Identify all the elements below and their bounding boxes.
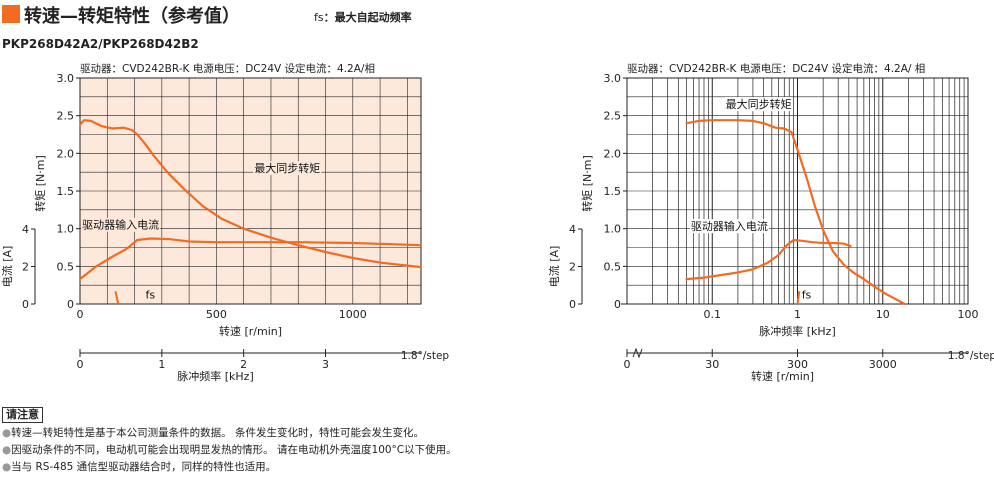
right-secondary-x-tick-label: 3000 bbox=[869, 358, 897, 371]
left-x-tick-label: 500 bbox=[206, 308, 227, 321]
note-item: ●因驱动条件的不同，电动机可能会出现明显发热的情形。 请在电动机外壳温度100°… bbox=[2, 442, 457, 459]
left-current-tick-label: 4 bbox=[22, 223, 29, 236]
left-x-tick-label: 0 bbox=[77, 308, 84, 321]
bullet-icon: ● bbox=[2, 461, 12, 473]
note-text: 因驱动条件的不同，电动机可能会出现明显发热的情形。 请在电动机外壳温度100°C… bbox=[11, 444, 457, 456]
right-x-tick-label: 100 bbox=[958, 308, 979, 321]
page-title: 转速—转矩特性（参考值） bbox=[24, 6, 240, 27]
left-y-tick-label: 0 bbox=[67, 298, 74, 311]
left-fs-label: fs bbox=[145, 289, 155, 302]
title-accent-square bbox=[2, 5, 20, 23]
right-label-background bbox=[800, 288, 813, 302]
left-y-tick-label: 0.5 bbox=[57, 260, 75, 273]
right-current-tick-label: 2 bbox=[569, 261, 576, 274]
fs-legend-note: fs：最大自起动频率 bbox=[314, 9, 412, 25]
right-x-tick-label: 10 bbox=[876, 308, 890, 321]
fs-description: ：最大自起动频率 bbox=[323, 11, 412, 24]
left-current-curve bbox=[78, 237, 423, 281]
right-label-background bbox=[689, 219, 769, 234]
left-y-tick-label: 2.0 bbox=[57, 147, 75, 160]
left-y-tick-label: 1.5 bbox=[57, 185, 75, 198]
right-current-tick-label: 0 bbox=[569, 298, 576, 311]
right-step-angle-label: 1.8°/step bbox=[948, 350, 994, 362]
fs-symbol: fs bbox=[314, 11, 324, 24]
right-x-axis-label: 脉冲频率 [kHz] bbox=[759, 324, 836, 338]
notes-section: 请注意 ●转速—转矩特性是基于本公司测量条件的数据。 条件发生变化时，特性可能会… bbox=[2, 407, 457, 476]
right-fs-marker bbox=[796, 291, 801, 305]
right-secondary-x-tick-label: 30 bbox=[705, 358, 719, 371]
left-y-tick-label: 1.0 bbox=[57, 223, 75, 236]
right-x-tick-label: 0.1 bbox=[704, 308, 722, 321]
right-current-axis-label: 电流 [A] bbox=[547, 246, 561, 288]
left-current-tick-label: 2 bbox=[22, 261, 29, 274]
left-torque-curve-label: 最大同步转矩 bbox=[254, 161, 320, 175]
right-label-background bbox=[724, 97, 793, 112]
right-axis-break-icon bbox=[632, 347, 643, 359]
left-y-tick-label: 3.0 bbox=[57, 72, 75, 85]
left-x-tick-label: 1000 bbox=[339, 308, 367, 321]
bullet-icon: ● bbox=[2, 427, 12, 439]
left-secondary-x-tick-label: 1 bbox=[158, 358, 165, 371]
note-text: 转速—转矩特性是基于本公司测量条件的数据。 条件发生变化时，特性可能会发生变化。 bbox=[11, 427, 425, 439]
right-chart-subtitle: 驱动器：CVD242BR-K 电源电压：DC24V 设定电流：4.2A/ 相 bbox=[627, 62, 925, 75]
left-secondary-x-tick-label: 0 bbox=[77, 358, 84, 371]
left-secondary-x-tick-label: 3 bbox=[322, 358, 329, 371]
right-y-tick-label: 0.5 bbox=[604, 260, 622, 273]
right-current-curve-label: 驱动器输入电流 bbox=[691, 219, 768, 233]
right-torque-curve bbox=[685, 119, 906, 306]
left-current-axis-label: 电流 [A] bbox=[0, 246, 14, 288]
right-secondary-x-tick-label: 300 bbox=[787, 358, 808, 371]
note-text: 当与 RS-485 通信型驱动器结合时，同样的特性也适用。 bbox=[11, 461, 277, 473]
left-current-curve-label: 驱动器输入电流 bbox=[82, 218, 159, 232]
right-y-tick-label: 0 bbox=[614, 298, 621, 311]
right-fs-label: fs bbox=[802, 289, 812, 302]
right-y-tick-label: 2.5 bbox=[604, 110, 622, 123]
left-secondary-x-axis-label: 脉冲频率 [kHz] bbox=[177, 369, 254, 383]
bullet-icon: ● bbox=[2, 444, 12, 456]
right-torque-curve-label: 最大同步转矩 bbox=[726, 97, 792, 111]
note-item: ●转速—转矩特性是基于本公司测量条件的数据。 条件发生变化时，特性可能会发生变化… bbox=[2, 425, 457, 442]
left-y-tick-label: 2.5 bbox=[57, 110, 75, 123]
right-secondary-x-tick-label: 0 bbox=[624, 358, 631, 371]
note-item: ●当与 RS-485 通信型驱动器结合时，同样的特性也适用。 bbox=[2, 459, 457, 476]
left-label-background bbox=[253, 161, 322, 176]
right-y-tick-label: 1.0 bbox=[604, 223, 622, 236]
right-y-tick-label: 3.0 bbox=[604, 72, 622, 85]
left-fs-marker bbox=[114, 290, 120, 305]
right-secondary-x-axis-label: 转速 [r/min] bbox=[751, 369, 814, 383]
right-y-tick-label: 1.5 bbox=[604, 185, 622, 198]
motor-model: PKP268D42A2/PKP268D42B2 bbox=[2, 37, 199, 51]
right-current-curve bbox=[685, 238, 852, 281]
chart-linear-speed-torque: 驱动器：CVD242BR-K 电源电压：DC24V 设定电流：4.2A/相 0 0.… bbox=[0, 62, 994, 383]
right-x-tick-label: 1 bbox=[794, 308, 801, 321]
left-y-axis-label: 转矩 [N·m] bbox=[33, 155, 47, 212]
left-label-background bbox=[81, 217, 161, 232]
right-y-axis-label: 转矩 [N·m] bbox=[580, 155, 594, 212]
left-step-angle-label: 1.8°/step bbox=[401, 350, 450, 362]
right-y-tick-label: 2.0 bbox=[604, 147, 622, 160]
left-x-axis-label: 转速 [r/min] bbox=[219, 324, 282, 338]
left-chart-subtitle: 驱动器：CVD242BR-K 电源电压：DC24V 设定电流：4.2A/相 bbox=[80, 62, 375, 75]
left-label-background bbox=[144, 288, 157, 302]
right-current-tick-label: 4 bbox=[569, 223, 576, 236]
left-torque-curve bbox=[78, 119, 423, 269]
left-current-tick-label: 0 bbox=[22, 298, 29, 311]
left-secondary-x-tick-label: 2 bbox=[240, 358, 247, 371]
notes-heading: 请注意 bbox=[2, 407, 43, 423]
